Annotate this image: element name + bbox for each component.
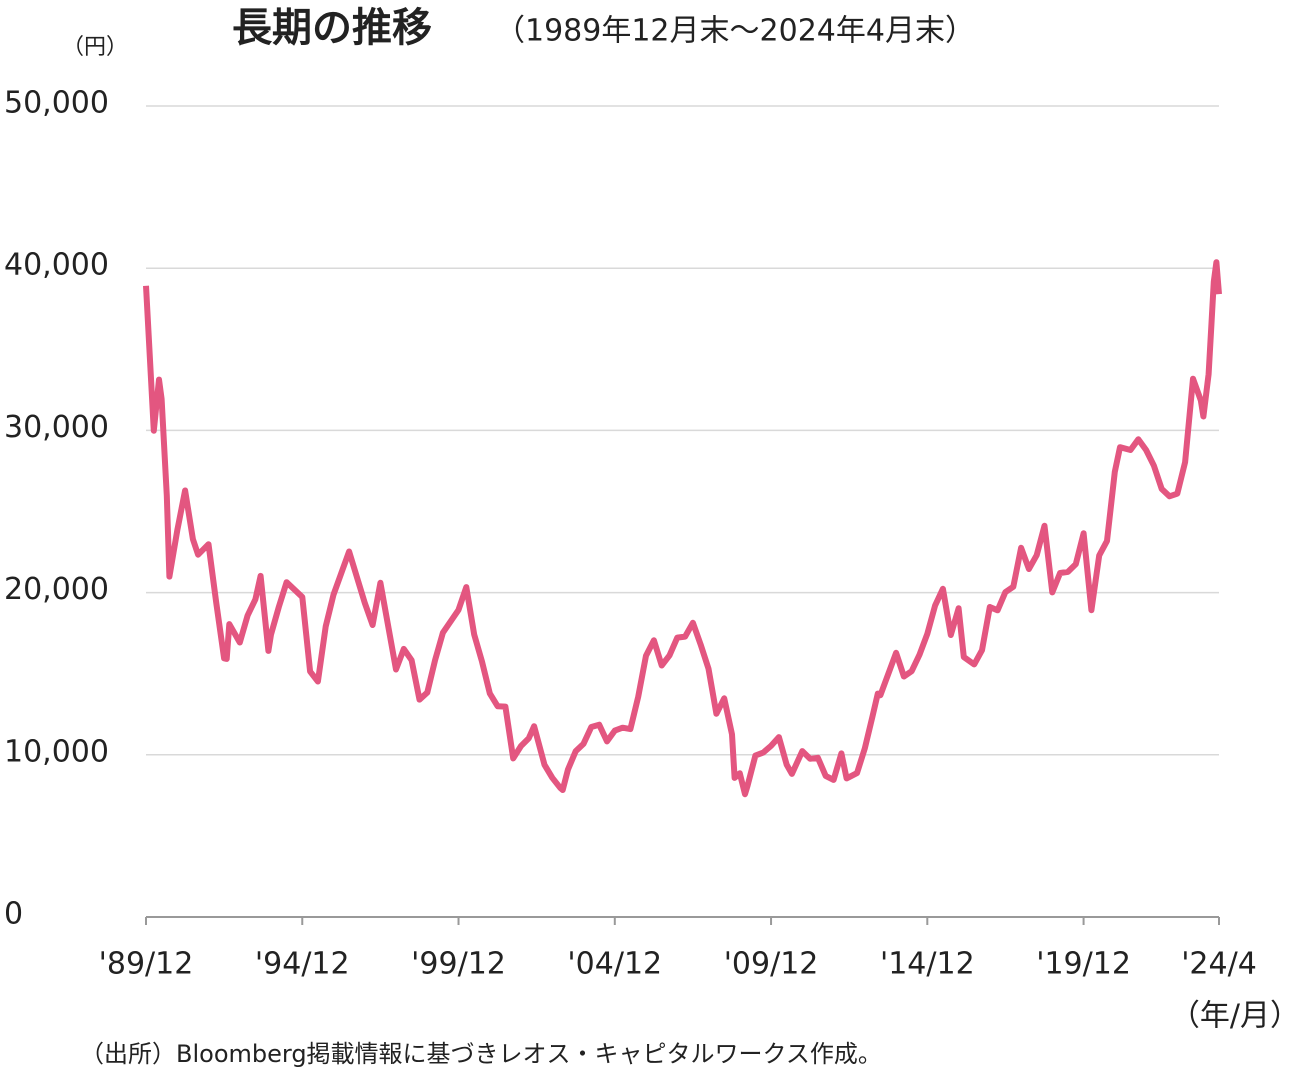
x-tick-label: '14/12 bbox=[880, 947, 975, 982]
x-tick-label: '99/12 bbox=[411, 947, 506, 982]
x-tick-label: '94/12 bbox=[255, 947, 350, 982]
price-line bbox=[143, 259, 1222, 798]
chart-title: 長期の推移 bbox=[232, 5, 432, 51]
y-tick-label: 40,000 bbox=[4, 248, 109, 283]
x-tick-label: '09/12 bbox=[724, 947, 819, 982]
chart-subtitle: （1989年12月末〜2024年4月末） bbox=[495, 14, 975, 49]
y-tick-label: 20,000 bbox=[4, 572, 109, 607]
x-tick-label: '19/12 bbox=[1036, 947, 1131, 982]
x-tick-label: '24/4 bbox=[1181, 947, 1257, 982]
y-tick-label: 10,000 bbox=[4, 734, 109, 769]
y-unit: （円） bbox=[62, 35, 128, 60]
y-tick-label: 0 bbox=[4, 897, 23, 932]
y-tick-label: 50,000 bbox=[4, 86, 109, 121]
x-tick-label: '04/12 bbox=[567, 947, 662, 982]
x-tick-label: '89/12 bbox=[99, 947, 194, 982]
source-note: （出所）Bloomberg掲載情報に基づきレオス・キャピタルワークス作成。 bbox=[80, 1040, 882, 1068]
y-tick-label: 30,000 bbox=[4, 410, 109, 445]
x-unit: （年/月） bbox=[1170, 999, 1300, 1034]
